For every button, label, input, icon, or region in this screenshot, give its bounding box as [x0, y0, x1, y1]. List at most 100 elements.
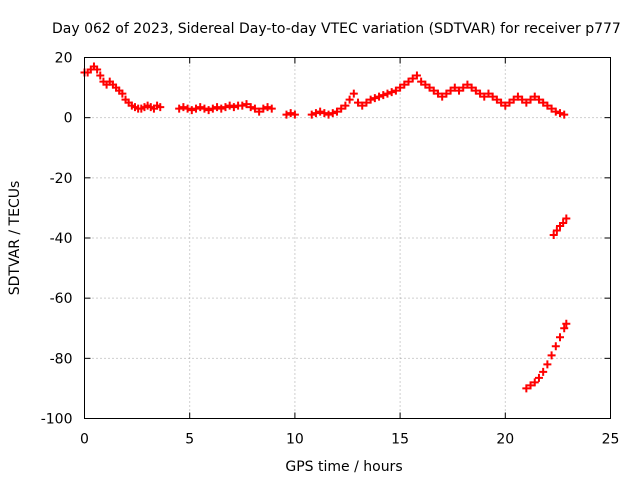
y-tick-label: -60 — [50, 291, 73, 307]
data-point — [225, 101, 234, 110]
data-point — [93, 65, 102, 74]
y-tick-label: -80 — [50, 351, 73, 367]
data-point — [530, 92, 539, 101]
data-point — [337, 104, 346, 113]
x-tick-labels: 0 5 10 15 20 25 — [80, 432, 619, 448]
data-point — [375, 92, 384, 101]
data-point — [551, 107, 560, 116]
y-tick-label: 20 — [55, 51, 73, 67]
data-point — [459, 83, 468, 92]
data-point — [552, 226, 561, 235]
data-point — [175, 104, 184, 113]
data-point — [242, 100, 251, 109]
data-point — [450, 83, 459, 92]
plot-frame — [84, 57, 611, 419]
series-segment-6 — [522, 319, 571, 393]
data-point — [501, 101, 510, 110]
data-point — [404, 77, 413, 86]
gridlines — [84, 57, 611, 419]
data-point — [366, 95, 375, 104]
data-point — [526, 381, 535, 390]
data-point — [259, 104, 268, 113]
data-point — [463, 80, 472, 89]
data-point — [370, 94, 379, 103]
data-point — [217, 104, 226, 113]
data-point — [547, 104, 556, 113]
data-point — [213, 103, 222, 112]
data-point — [345, 95, 354, 104]
y-tick-label: -20 — [50, 171, 73, 187]
data-point — [442, 89, 451, 98]
data-point — [421, 80, 430, 89]
data-point — [221, 103, 230, 112]
data-point — [200, 104, 209, 113]
data-points — [80, 62, 571, 393]
data-point — [417, 77, 426, 86]
data-point — [118, 89, 127, 98]
series-segment-3 — [282, 109, 299, 119]
series-segment-4 — [307, 71, 569, 119]
data-point — [179, 103, 188, 112]
data-point — [505, 98, 514, 107]
data-point — [282, 110, 291, 119]
data-point — [467, 83, 476, 92]
data-point — [238, 101, 247, 110]
data-point — [509, 95, 518, 104]
data-point — [497, 98, 506, 107]
data-point — [513, 92, 522, 101]
x-tick-label: 0 — [80, 432, 89, 448]
data-point — [320, 109, 329, 118]
data-point — [438, 92, 447, 101]
x-tick-label: 10 — [286, 432, 304, 448]
data-point — [526, 95, 535, 104]
y-tick-label: -100 — [41, 412, 73, 428]
chart-title: Day 062 of 2023, Sidereal Day-to-day VTE… — [52, 21, 621, 37]
data-point — [311, 109, 320, 118]
data-point — [559, 218, 568, 227]
data-point — [354, 98, 363, 107]
data-point — [556, 333, 565, 342]
axis-ticks — [84, 57, 611, 419]
data-point — [255, 107, 264, 116]
data-point — [551, 342, 560, 351]
data-point — [560, 324, 569, 333]
data-point — [530, 378, 539, 387]
data-point — [328, 109, 337, 118]
data-point — [324, 110, 333, 119]
data-point — [96, 71, 105, 80]
series-segment-5 — [549, 214, 571, 239]
x-axis-label: GPS time / hours — [285, 459, 402, 475]
data-point — [192, 104, 201, 113]
data-point — [412, 71, 421, 80]
data-point — [522, 98, 531, 107]
data-point — [547, 351, 556, 360]
data-point — [263, 103, 272, 112]
data-point — [208, 104, 217, 113]
data-point — [518, 95, 527, 104]
data-point — [187, 106, 196, 115]
data-point — [400, 80, 409, 89]
data-point — [471, 86, 480, 95]
data-point — [156, 103, 165, 112]
data-point — [196, 103, 205, 112]
series-segment-1 — [80, 62, 165, 113]
data-point — [267, 104, 276, 113]
data-point — [562, 319, 571, 328]
data-point — [391, 86, 400, 95]
y-tick-label: 0 — [64, 111, 73, 127]
y-axis-label: SDTVAR / TECUs — [7, 181, 23, 296]
data-point — [488, 92, 497, 101]
data-point — [316, 107, 325, 116]
data-point — [425, 83, 434, 92]
data-point — [290, 110, 299, 119]
y-tick-label: -40 — [50, 231, 73, 247]
data-point — [433, 89, 442, 98]
series-segment-2 — [175, 100, 276, 116]
data-point — [341, 101, 350, 110]
data-point — [492, 95, 501, 104]
data-point — [250, 104, 259, 113]
data-point — [286, 109, 295, 118]
data-point — [543, 360, 552, 369]
data-point — [522, 384, 531, 393]
